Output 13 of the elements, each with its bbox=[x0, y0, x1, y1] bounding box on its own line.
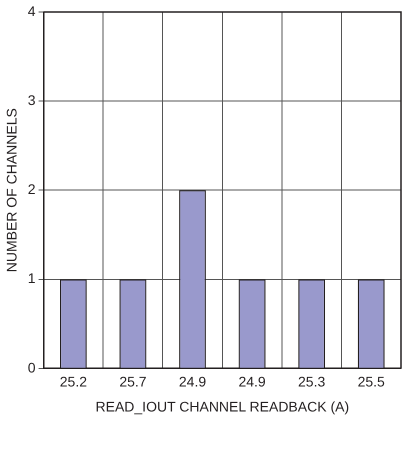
y-tick-label: 2 bbox=[28, 181, 36, 198]
x-tick-label: 25.2 bbox=[60, 374, 88, 390]
x-tick-label: 24.9 bbox=[238, 374, 266, 390]
x-tick-label: 24.9 bbox=[178, 374, 206, 390]
x-tick-label: 25.5 bbox=[358, 374, 386, 390]
y-axis-title: NUMBER OF CHANNELS bbox=[3, 108, 20, 272]
x-tick-label: 25.3 bbox=[298, 374, 326, 390]
x-tick-label: 25.7 bbox=[119, 374, 147, 390]
y-tick-label: 1 bbox=[28, 270, 36, 286]
x-axis-title: READ_IOUT CHANNEL READBACK (A) bbox=[95, 398, 350, 414]
y-tick-label: 3 bbox=[28, 92, 36, 108]
y-tick-label: 4 bbox=[28, 2, 36, 19]
y-tick-label: 0 bbox=[28, 359, 36, 376]
